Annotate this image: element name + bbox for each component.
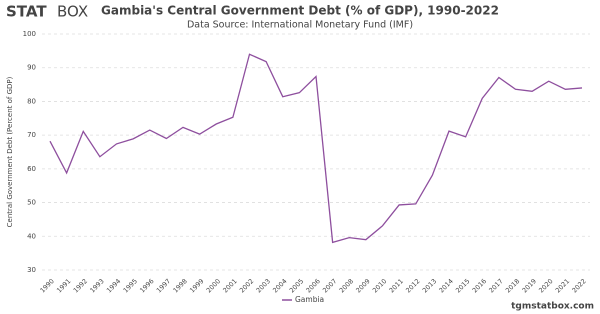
x-tick-label: 1993 <box>88 277 105 294</box>
x-tick-label: 2011 <box>388 277 405 294</box>
x-tick-label: 2014 <box>437 277 454 294</box>
x-tick-label: 2010 <box>371 277 388 294</box>
x-tick-label: 2006 <box>304 277 321 294</box>
footer: tgmstatbox.com <box>511 302 594 312</box>
y-tick-label: 80 <box>27 97 36 105</box>
x-tick-label: 2008 <box>338 277 355 294</box>
logo-bold: STAT <box>6 3 47 21</box>
x-tick-label: 2001 <box>221 277 238 294</box>
x-tick-label: 2021 <box>554 277 571 294</box>
x-tick-label: 2012 <box>404 277 421 294</box>
data-line <box>49 53 583 244</box>
x-tick-label: 2004 <box>271 277 288 294</box>
chart-subtitle: Data Source: International Monetary Fund… <box>187 20 413 31</box>
x-tick-label: 2018 <box>504 277 521 294</box>
x-tick-label: 2016 <box>471 277 488 294</box>
y-tick-label: 40 <box>27 232 36 240</box>
x-tick-label: 1997 <box>155 277 172 294</box>
x-tick-label: 2009 <box>354 277 371 294</box>
logo-light: BOX <box>57 3 88 21</box>
x-tick-label: 2022 <box>570 277 587 294</box>
x-tick-label: 1990 <box>38 277 55 294</box>
x-tick-label: 2002 <box>238 277 255 294</box>
y-tick-label: 70 <box>27 131 36 139</box>
chart-title: Gambia's Central Government Debt (% of G… <box>101 4 499 18</box>
x-tick-label: 1994 <box>105 277 122 294</box>
y-tick-label: 50 <box>27 199 36 207</box>
x-tick-label: 2017 <box>487 277 504 294</box>
y-tick-label: 90 <box>27 64 36 72</box>
x-tick-label: 1991 <box>55 277 72 294</box>
x-tick-label: 2020 <box>537 277 554 294</box>
x-tick-label: 2015 <box>454 277 471 294</box>
x-tick-label: 2003 <box>255 277 272 294</box>
x-tick-label: 1995 <box>122 277 139 294</box>
x-tick-label: 2000 <box>205 277 222 294</box>
x-tick-label: 2013 <box>421 277 438 294</box>
y-tick-label: 100 <box>23 30 36 38</box>
x-tick-label: 1999 <box>188 277 205 294</box>
x-tick-label: 2019 <box>521 277 538 294</box>
x-tick-label: 1992 <box>72 277 89 294</box>
legend-label: Gambia <box>295 295 324 304</box>
x-tick-label: 1996 <box>138 277 155 294</box>
y-tick-label: 30 <box>27 266 36 274</box>
y-tick-label: 60 <box>27 165 36 173</box>
y-axis-label: Central Government Debt (Percent of GDP) <box>6 76 14 227</box>
x-tick-label: 2005 <box>288 277 305 294</box>
x-tick-label: 2007 <box>321 277 338 294</box>
x-tick-label: 1998 <box>171 277 188 294</box>
